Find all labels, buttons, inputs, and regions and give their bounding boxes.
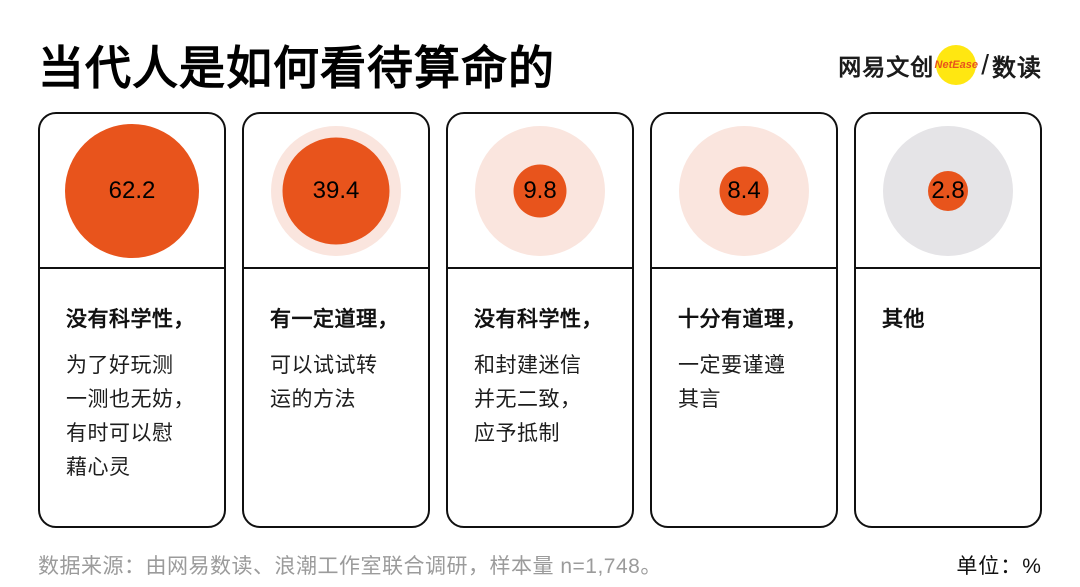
bubble-area: 2.8 (856, 114, 1040, 269)
unit-label: 单位：% (956, 555, 1042, 578)
sub-brand-name: 数读 (992, 54, 1042, 82)
logo-separator: / (981, 49, 989, 80)
bubble-value: 9.8 (523, 176, 557, 204)
stat-card: 8.4 十分有道理， 一定要谨遵 其言 (650, 112, 838, 528)
card-description: 可以试试转 运的方法 (270, 354, 378, 412)
card-label: 没有科学性， (474, 308, 603, 331)
card-text-area: 没有科学性， 为了好玩测 一测也无妨， 有时可以慰 藉心灵 (40, 269, 224, 485)
value-bubble (719, 166, 769, 215)
bubble-area: 62.2 (40, 114, 224, 269)
stat-cards-row: 62.2 没有科学性， 为了好玩测 一测也无妨， 有时可以慰 藉心灵 39.4 … (38, 112, 1042, 528)
bubble-value: 8.4 (727, 176, 761, 204)
card-description: 和封建迷信 并无二致， 应予抵制 (474, 354, 582, 446)
header: 当代人是如何看待算命的 网易文创 NetEase / 数读 (0, 0, 1080, 112)
bubble-area: 39.4 (244, 114, 428, 269)
card-text-area: 十分有道理， 一定要谨遵 其言 (652, 269, 836, 417)
stat-card: 2.8 其他 (854, 112, 1042, 528)
value-bubble (928, 170, 968, 211)
bubble-value: 39.4 (312, 176, 360, 204)
value-bubble (65, 123, 199, 258)
bubble-area: 8.4 (652, 114, 836, 269)
page-title: 当代人是如何看待算命的 (38, 42, 555, 94)
value-bubble (282, 137, 390, 244)
card-description: 为了好玩测 一测也无妨， 有时可以慰 藉心灵 (66, 354, 195, 480)
data-source-note: 数据来源：由网易数读、浪潮工作室联合调研，样本量 n=1,748。 (38, 555, 662, 578)
brand-logo: 网易文创 NetEase / 数读 (838, 45, 1042, 85)
stat-card: 9.8 没有科学性， 和封建迷信 并无二致， 应予抵制 (446, 112, 634, 528)
footer: 数据来源：由网易数读、浪潮工作室联合调研，样本量 n=1,748。 单位：% (38, 550, 1042, 580)
bubble-area: 9.8 (448, 114, 632, 269)
bubble-value: 2.8 (931, 176, 965, 204)
stat-card: 39.4 有一定道理， 可以试试转 运的方法 (242, 112, 430, 528)
stat-card: 62.2 没有科学性， 为了好玩测 一测也无妨， 有时可以慰 藉心灵 (38, 112, 226, 528)
netease-badge-label: NetEase (934, 59, 978, 71)
card-description: 一定要谨遵 其言 (678, 354, 786, 412)
card-text-area: 其他 (856, 269, 1040, 349)
card-label: 其他 (882, 308, 925, 331)
netease-badge-icon: NetEase (934, 45, 978, 85)
card-label: 十分有道理， (678, 308, 807, 331)
card-label: 没有科学性， (66, 308, 195, 331)
card-label: 有一定道理， (270, 308, 399, 331)
card-text-area: 有一定道理， 可以试试转 运的方法 (244, 269, 428, 417)
bubble-value: 62.2 (108, 176, 156, 204)
value-bubble (513, 164, 567, 217)
brand-name: 网易文创 (838, 54, 935, 80)
card-text-area: 没有科学性， 和封建迷信 并无二致， 应予抵制 (448, 269, 632, 451)
